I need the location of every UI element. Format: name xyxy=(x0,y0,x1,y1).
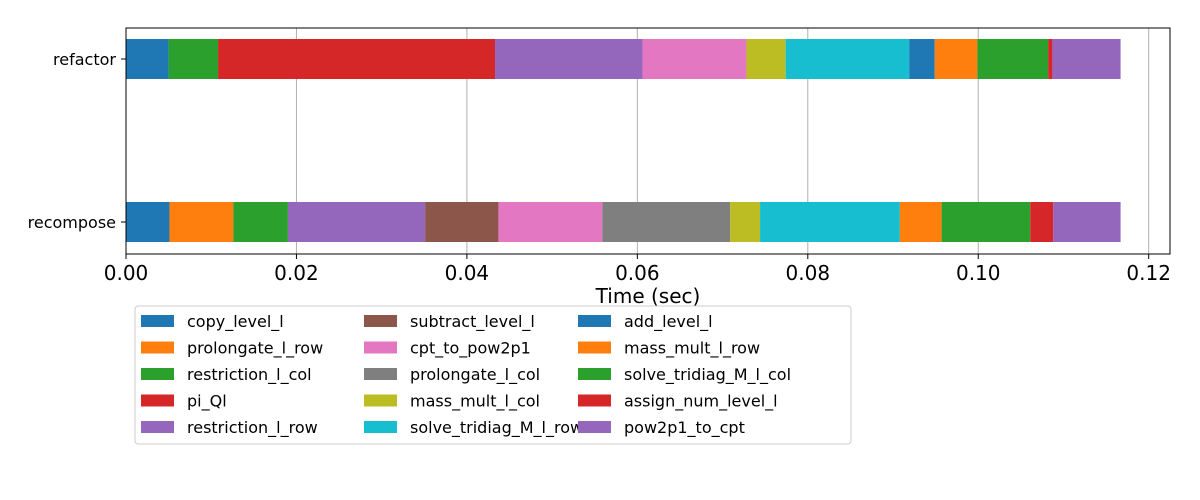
bar-recompose-cpt-to-pow2p1 xyxy=(498,202,603,242)
bar-refactor-pow2p1-to-cpt xyxy=(1052,39,1121,79)
legend: copy_level_l prolongate_l_row restriction_… xyxy=(134,305,852,445)
bar-recompose-prolongate-l-col xyxy=(602,202,731,242)
axis-ticks: 0.00 0.02 0.04 0.06 0.08 0.10 0.12 refactor reco… xyxy=(28,50,1171,285)
legend-label-prolongate-l-col: prolongate_l_col xyxy=(410,365,540,385)
legend-swatch-restriction-l-col xyxy=(141,368,174,380)
legend-swatch-mass-mult-l-row xyxy=(578,341,611,354)
legend-label-pi-ql: pi_Ql xyxy=(187,392,227,412)
bar-recompose-mass-mult-l-col xyxy=(730,202,761,242)
legend-swatch-restriction-l-row xyxy=(141,421,174,433)
legend-label-restriction-l-col: restriction_l_col xyxy=(187,365,312,385)
x-tick-label: 0.02 xyxy=(274,261,319,285)
legend-swatch-prolongate-l-col xyxy=(364,368,397,380)
y-tick-label-recompose: recompose xyxy=(28,213,116,232)
bar-refactor-mass-mult-l-col xyxy=(746,39,786,79)
legend-label-subtract-level-l: subtract_level_l xyxy=(410,312,535,332)
bar-refactor-solve-tridiag-m-l-col xyxy=(977,39,1049,79)
legend-label-pow2p1-to-cpt: pow2p1_to_cpt xyxy=(624,418,745,438)
legend-swatch-mass-mult-l-col xyxy=(364,394,397,407)
bar-recompose-solve-tridiag-m-l-row xyxy=(760,202,900,242)
x-tick-label: 0.04 xyxy=(445,261,490,285)
legend-label-copy-level-l: copy_level_l xyxy=(187,312,284,332)
x-axis-label: Time (sec) xyxy=(595,284,701,308)
y-tick-label-refactor: refactor xyxy=(53,50,116,69)
legend-swatch-subtract-level-l xyxy=(364,315,397,327)
legend-label-add-level-l: add_level_l xyxy=(624,312,713,332)
legend-frame xyxy=(134,305,852,445)
legend-label-assign-num-level-l: assign_num_level_l xyxy=(624,392,778,412)
legend-swatch-pow2p1-to-cpt xyxy=(578,421,611,433)
bar-recompose-assign-num-level-l xyxy=(1030,202,1054,242)
x-tick-label: 0.10 xyxy=(956,261,1001,285)
bar-recompose-restriction-l-col xyxy=(233,202,288,242)
bar-refactor-restriction-l-col xyxy=(168,39,219,79)
legend-swatch-pi-ql xyxy=(141,394,174,407)
legend-swatch-solve-tridiag-m-l-col xyxy=(578,368,611,380)
legend-label-mass-mult-l-row: mass_mult_l_row xyxy=(624,339,760,359)
bar-refactor-pi-ql xyxy=(218,39,496,79)
x-tick-label: 0.12 xyxy=(1126,261,1171,285)
x-tick-label: 0.06 xyxy=(615,261,660,285)
bar-refactor-cpt-to-pow2p1 xyxy=(642,39,747,79)
legend-label-solve-tridiag-m-l-row: solve_tridiag_M_l_row xyxy=(410,418,583,438)
legend-swatch-copy-level-l xyxy=(141,315,174,327)
bar-refactor-add-level-l xyxy=(909,39,935,79)
legend-swatch-cpt-to-pow2p1 xyxy=(364,341,397,354)
bar-refactor-restriction-l-row xyxy=(495,39,643,79)
bar-recompose-prolongate-l-row xyxy=(169,202,234,242)
bar-refactor-mass-mult-l-row xyxy=(934,39,978,79)
axes-frame xyxy=(125,27,1171,255)
bars xyxy=(126,39,1121,242)
legend-label-prolongate-l-row: prolongate_l_row xyxy=(187,339,323,359)
legend-swatch-add-level-l xyxy=(578,315,611,327)
bar-refactor-assign-num-level-l xyxy=(1048,39,1053,79)
legend-swatch-prolongate-l-row xyxy=(141,341,174,354)
legend-swatch-assign-num-level-l xyxy=(578,394,611,407)
bar-recompose-subtract-level-l xyxy=(425,202,499,242)
x-tick-label: 0.08 xyxy=(786,261,831,285)
bar-recompose-restriction-l-row xyxy=(287,202,426,242)
bar-recompose-solve-tridiag-m-l-col xyxy=(941,202,1031,242)
bar-recompose-copy-level-l xyxy=(126,202,170,242)
legend-label-cpt-to-pow2p1: cpt_to_pow2p1 xyxy=(410,339,531,359)
bar-refactor-copy-level-l xyxy=(126,39,169,79)
bar-refactor-solve-tridiag-m-l-row xyxy=(785,39,910,79)
legend-swatch-solve-tridiag-m-l-row xyxy=(364,421,397,433)
legend-label-mass-mult-l-col: mass_mult_l_col xyxy=(410,392,540,412)
bar-recompose-mass-mult-l-row xyxy=(899,202,942,242)
legend-label-restriction-l-row: restriction_l_row xyxy=(187,418,318,438)
legend-label-solve-tridiag-m-l-col: solve_tridiag_M_l_col xyxy=(624,365,791,385)
x-tick-label: 0.00 xyxy=(104,261,149,285)
bar-recompose-pow2p1-to-cpt xyxy=(1053,202,1121,242)
